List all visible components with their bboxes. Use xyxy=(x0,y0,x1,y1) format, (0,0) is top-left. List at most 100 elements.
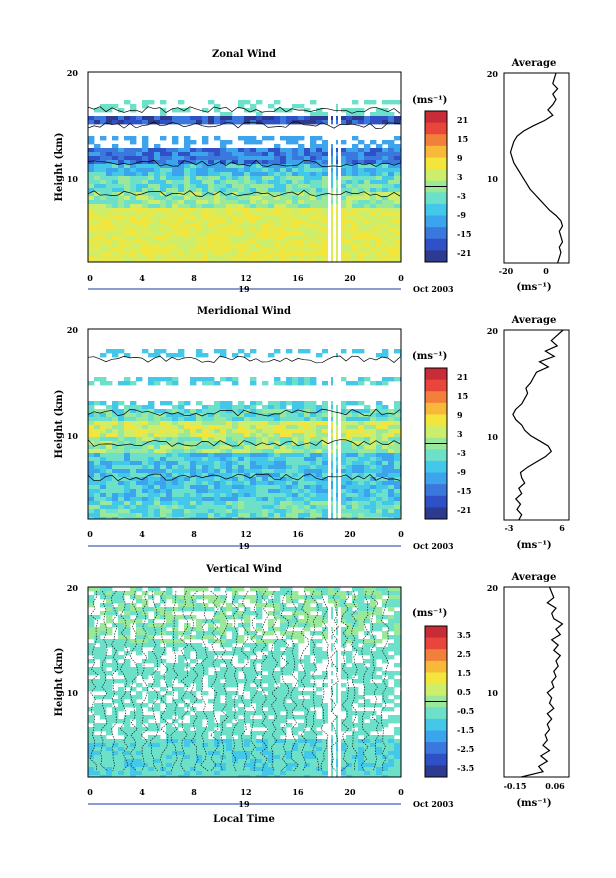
panel-title: Meridional Wind xyxy=(197,306,291,317)
average-profile-panel: Average 20 10 -20 0 (ms⁻¹) xyxy=(487,58,569,293)
colorbar-tick-label: -3 xyxy=(457,448,466,458)
colorbar-segment xyxy=(425,684,447,696)
colorbar-segment xyxy=(425,250,447,262)
x-tick-label: 20 xyxy=(344,787,356,797)
average-x-tick: -0.15 xyxy=(504,781,527,791)
colorbar-tick-label: 21 xyxy=(457,372,468,382)
average-title: Average xyxy=(511,58,557,69)
x-tick-label: 0 xyxy=(87,529,93,539)
colorbar-tick-label: 2.5 xyxy=(457,649,471,659)
colorbar-tick-label: -9 xyxy=(457,467,466,477)
x-ticks: 0 4 8 12 16 20 0 xyxy=(87,273,404,283)
average-y-tick: 10 xyxy=(487,688,499,698)
colorbar-tick-label: -15 xyxy=(457,229,471,239)
colorbar-segment xyxy=(425,426,447,438)
colorbar-tick-label: -2.5 xyxy=(457,744,474,754)
average-y-tick: 10 xyxy=(487,174,499,184)
average-frame xyxy=(504,330,569,520)
colorbar-segment xyxy=(425,403,447,415)
colorbar-segment xyxy=(425,754,447,766)
colorbar-segment xyxy=(425,157,447,169)
average-y-tick: 20 xyxy=(487,583,499,593)
panel-vertical: Vertical Wind Height (km) 20 10 0 4 8 12… xyxy=(54,564,569,825)
colorbar-tick-label: -0.5 xyxy=(457,706,474,716)
y-axis-label: Height (km) xyxy=(54,133,65,202)
colorbar-segment xyxy=(425,719,447,731)
x-tick-label: 16 xyxy=(292,529,304,539)
colorbar-unit: (ms⁻¹) xyxy=(412,95,447,106)
colorbar-segment xyxy=(425,391,447,403)
colorbar-tick-label: -3 xyxy=(457,191,466,201)
colorbar-segment xyxy=(425,111,447,123)
average-x-tick: -20 xyxy=(499,266,514,276)
colorbar-segment xyxy=(425,169,447,181)
colorbar-segment xyxy=(425,239,447,251)
colorbar-segment xyxy=(425,146,447,158)
x-axis-label: Local Time xyxy=(213,814,275,825)
y-tick-label: 10 xyxy=(67,688,79,698)
colorbar-segment xyxy=(425,707,447,719)
colorbar-tick-label: -15 xyxy=(457,486,471,496)
x-tick-label: 4 xyxy=(139,787,145,797)
average-profile-line xyxy=(513,330,563,520)
colorbar-tick-label: -21 xyxy=(457,248,471,258)
heatmap-meridional xyxy=(88,349,401,519)
x-tick-label: 0 xyxy=(398,273,404,283)
colorbar-segment xyxy=(425,134,447,146)
colorbar-segment xyxy=(425,123,447,135)
average-frame xyxy=(504,587,569,777)
month-label: Oct 2003 xyxy=(413,799,454,809)
average-y-tick: 20 xyxy=(487,69,499,79)
colorbar-segment xyxy=(425,672,447,684)
y-tick-label: 20 xyxy=(67,68,79,78)
panel-title: Vertical Wind xyxy=(205,564,282,575)
colorbar-tick-label: 3 xyxy=(457,172,463,182)
colorbar-segment xyxy=(425,626,447,638)
colorbar-segment xyxy=(425,414,447,426)
x-tick-label: 12 xyxy=(240,273,251,283)
average-y-tick: 20 xyxy=(487,326,499,336)
average-frame xyxy=(504,73,569,263)
colorbar-segment xyxy=(425,461,447,473)
colorbar: 3.52.51.50.5-0.5-1.5-2.5-3.5 xyxy=(425,626,474,778)
average-title: Average xyxy=(511,315,557,326)
month-label: Oct 2003 xyxy=(413,541,454,551)
x-tick-label: 8 xyxy=(191,273,197,283)
colorbar-segment xyxy=(425,765,447,777)
y-tick-label: 20 xyxy=(67,583,79,593)
x-ticks: 0 4 8 12 16 20 0 xyxy=(87,529,404,539)
colorbar-tick-label: 1.5 xyxy=(457,668,471,678)
colorbar-unit: (ms⁻¹) xyxy=(412,608,447,619)
colorbar-segment xyxy=(425,192,447,204)
colorbar-segment xyxy=(425,649,447,661)
average-unit: (ms⁻¹) xyxy=(516,798,551,809)
average-title: Average xyxy=(511,572,557,583)
colorbar-tick-label: -9 xyxy=(457,210,466,220)
x-tick-label: 12 xyxy=(240,787,251,797)
average-profile-line xyxy=(521,587,562,777)
average-profile-panel: Average 20 10 -0.15 0.06 (ms⁻¹) xyxy=(487,572,569,809)
x-ticks: 0 4 8 12 16 20 0 xyxy=(87,787,404,797)
colorbar-tick-label: -21 xyxy=(457,505,471,515)
average-profile-panel: Average 20 10 -3 6 (ms⁻¹) xyxy=(487,315,569,551)
colorbar-segment xyxy=(425,484,447,496)
day-label: 19 xyxy=(238,541,250,551)
colorbar-tick-label: 9 xyxy=(457,153,463,163)
x-tick-label: 0 xyxy=(398,787,404,797)
x-tick-label: 16 xyxy=(292,787,304,797)
colorbar-tick-label: 3 xyxy=(457,429,463,439)
y-axis-label: Height (km) xyxy=(54,648,65,717)
colorbar-segment xyxy=(425,449,447,461)
x-tick-label: 8 xyxy=(191,787,197,797)
x-tick-label: 12 xyxy=(240,529,251,539)
heatmap-vertical xyxy=(88,587,401,777)
y-axis-label: Height (km) xyxy=(54,390,65,459)
colorbar-segment xyxy=(425,216,447,228)
colorbar-segment xyxy=(425,380,447,392)
x-tick-label: 8 xyxy=(191,529,197,539)
colorbar-segment xyxy=(425,227,447,239)
panel-meridional: Meridional Wind Height (km) 20 10 0 4 8 … xyxy=(54,306,569,551)
